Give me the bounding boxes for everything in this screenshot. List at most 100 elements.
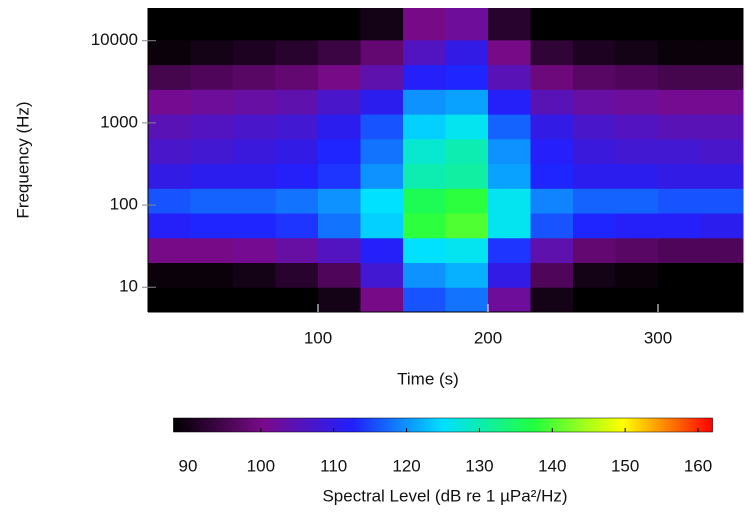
y-axis-title: Frequency (Hz) <box>13 101 32 218</box>
heatmap-cell <box>488 138 531 165</box>
heatmap-cell <box>190 188 234 214</box>
heatmap-cell <box>573 114 616 140</box>
heatmap-cell <box>275 64 319 90</box>
heatmap-cell <box>275 237 319 264</box>
heatmap-cell <box>615 64 659 90</box>
heatmap-cell <box>233 89 276 115</box>
heatmap-cell <box>318 138 361 165</box>
heatmap-cell <box>190 138 234 165</box>
heatmap-cell <box>530 8 574 41</box>
heatmap-cell <box>615 89 659 115</box>
heatmap-cell <box>233 237 276 264</box>
heatmap-cell <box>275 8 319 41</box>
heatmap-cell <box>530 237 574 264</box>
heatmap-cell <box>360 213 404 239</box>
heatmap-cell <box>318 39 361 66</box>
heatmap-cell <box>573 138 616 165</box>
heatmap-cell <box>658 262 701 288</box>
heatmap-cell <box>573 213 616 239</box>
heatmap-cell <box>403 8 446 41</box>
heatmap-cell <box>658 287 701 313</box>
heatmap-cell <box>148 39 191 66</box>
heatmap-cell <box>318 163 361 189</box>
heatmap-cell <box>148 188 191 214</box>
heatmap-cell <box>233 287 276 313</box>
heatmap-cell <box>233 114 276 140</box>
heatmap-cell <box>190 89 234 115</box>
heatmap-cell <box>275 114 319 140</box>
heatmap-cell <box>318 114 361 140</box>
heatmap-cell <box>530 287 574 313</box>
heatmap-cell <box>233 188 276 214</box>
y-tick-label: 10 <box>119 277 138 296</box>
heatmap-cell <box>445 262 489 288</box>
heatmap-cell <box>148 213 191 239</box>
heatmap-cell <box>445 89 489 115</box>
heatmap-cell <box>615 287 659 313</box>
heatmap-cell <box>148 163 191 189</box>
heatmap-cell <box>573 163 616 189</box>
heatmap-cell <box>233 39 276 66</box>
heatmap-cell <box>700 287 744 313</box>
heatmap-cell <box>360 39 404 66</box>
heatmap-cell <box>615 8 659 41</box>
heatmap-cell <box>148 64 191 90</box>
heatmap-cell <box>488 287 531 313</box>
x-tick-label: 200 <box>474 328 502 347</box>
heatmap-cell <box>403 114 446 140</box>
heatmap-cell <box>318 237 361 264</box>
heatmap-cell <box>148 287 191 313</box>
heatmap-cell <box>700 138 744 165</box>
heatmap-cell <box>488 213 531 239</box>
heatmap-cell <box>403 163 446 189</box>
heatmap-cell <box>445 188 489 214</box>
heatmap-cell <box>403 213 446 239</box>
y-tick-label: 10000 <box>91 30 138 49</box>
heatmap-cell <box>275 188 319 214</box>
colorbar-tick-label: 100 <box>247 456 275 475</box>
heatmap-cell <box>700 114 744 140</box>
heatmap-cell <box>233 8 276 41</box>
heatmap-cell <box>275 262 319 288</box>
heatmap-cell <box>190 64 234 90</box>
heatmap-cell <box>658 89 701 115</box>
heatmap-cell <box>700 237 744 264</box>
heatmap-cell <box>615 262 659 288</box>
heatmap-cell <box>360 8 404 41</box>
colorbar-tick-label: 90 <box>179 456 198 475</box>
heatmap-cell <box>360 64 404 90</box>
heatmap-cell <box>700 163 744 189</box>
heatmap-cell <box>488 114 531 140</box>
heatmap-cell <box>615 163 659 189</box>
heatmap-cell <box>190 8 234 41</box>
heatmap-cell <box>700 64 744 90</box>
heatmap-cell <box>445 114 489 140</box>
colorbar-tick-label: 130 <box>465 456 493 475</box>
heatmap-cell <box>530 64 574 90</box>
heatmap-cell <box>700 213 744 239</box>
heatmap-cell <box>403 39 446 66</box>
heatmap-cell <box>488 64 531 90</box>
heatmap-cell <box>658 64 701 90</box>
heatmap-cell <box>530 213 574 239</box>
heatmap-cell <box>488 8 531 41</box>
heatmap-cell <box>445 163 489 189</box>
heatmap-cell <box>190 287 234 313</box>
heatmap <box>148 8 744 313</box>
heatmap-cell <box>233 138 276 165</box>
heatmap-cell <box>275 39 319 66</box>
heatmap-cell <box>658 138 701 165</box>
heatmap-cell <box>275 163 319 189</box>
heatmap-cell <box>318 213 361 239</box>
heatmap-cell <box>573 262 616 288</box>
heatmap-cell <box>445 138 489 165</box>
heatmap-cell <box>403 188 446 214</box>
heatmap-cell <box>148 262 191 288</box>
heatmap-cell <box>360 262 404 288</box>
heatmap-cell <box>615 138 659 165</box>
heatmap-cell <box>573 89 616 115</box>
heatmap-cell <box>573 237 616 264</box>
heatmap-cell <box>530 89 574 115</box>
heatmap-cell <box>318 89 361 115</box>
